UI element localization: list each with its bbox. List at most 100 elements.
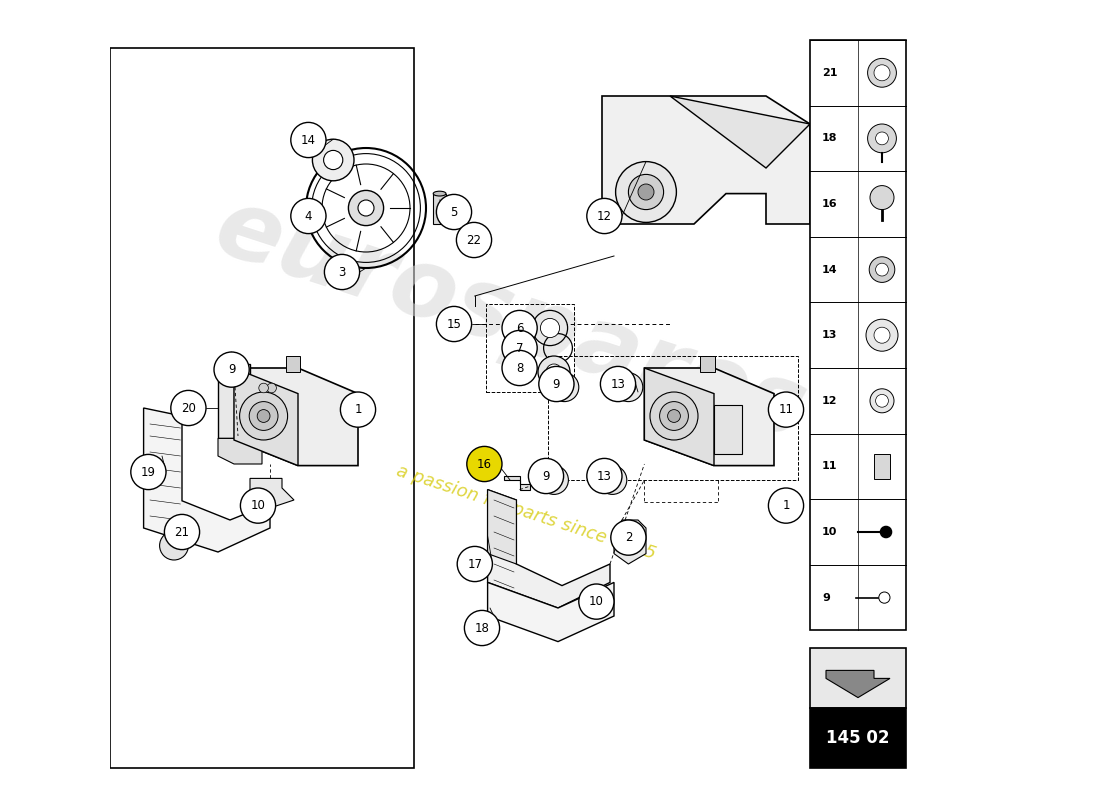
Text: 18: 18	[822, 134, 837, 143]
Circle shape	[458, 228, 474, 244]
Polygon shape	[234, 368, 358, 466]
Text: 20: 20	[182, 402, 196, 414]
Circle shape	[868, 124, 896, 153]
Circle shape	[437, 306, 472, 342]
Text: 9: 9	[552, 378, 560, 390]
Circle shape	[241, 488, 276, 523]
Circle shape	[874, 65, 890, 81]
Circle shape	[547, 473, 561, 487]
Circle shape	[464, 610, 499, 646]
Circle shape	[257, 410, 270, 422]
Circle shape	[290, 198, 326, 234]
Polygon shape	[614, 520, 646, 564]
Circle shape	[502, 350, 537, 386]
Circle shape	[540, 466, 569, 494]
Circle shape	[598, 466, 627, 494]
Circle shape	[290, 122, 326, 158]
Text: 145 02: 145 02	[826, 729, 890, 747]
Circle shape	[874, 327, 890, 343]
Text: 14: 14	[822, 265, 837, 274]
Polygon shape	[645, 368, 714, 466]
Circle shape	[579, 584, 614, 619]
Polygon shape	[810, 176, 834, 196]
Circle shape	[876, 132, 889, 145]
Circle shape	[456, 222, 492, 258]
Text: a passion for parts since 1985: a passion for parts since 1985	[394, 462, 658, 562]
Text: 9: 9	[822, 593, 829, 602]
Text: 11: 11	[779, 403, 793, 416]
Circle shape	[880, 526, 892, 538]
Polygon shape	[504, 476, 530, 490]
Text: 14: 14	[301, 134, 316, 146]
Circle shape	[660, 402, 689, 430]
Circle shape	[769, 488, 804, 523]
Polygon shape	[602, 96, 810, 224]
Circle shape	[546, 364, 562, 380]
Circle shape	[250, 402, 278, 430]
Ellipse shape	[433, 191, 446, 196]
Circle shape	[170, 390, 206, 426]
Text: 8: 8	[516, 362, 524, 374]
Text: 13: 13	[597, 470, 612, 482]
Text: 22: 22	[466, 234, 482, 246]
Circle shape	[312, 139, 354, 181]
Text: 19: 19	[141, 466, 156, 478]
Text: 12: 12	[597, 210, 612, 222]
Circle shape	[558, 380, 572, 394]
Text: 12: 12	[822, 396, 837, 406]
Circle shape	[502, 310, 537, 346]
Circle shape	[131, 454, 166, 490]
Text: 21: 21	[175, 526, 189, 538]
Text: 1: 1	[782, 499, 790, 512]
Circle shape	[324, 254, 360, 290]
Circle shape	[621, 380, 636, 394]
Circle shape	[502, 330, 537, 366]
Circle shape	[616, 162, 676, 222]
Text: 10: 10	[251, 499, 265, 512]
Bar	[810, 708, 906, 768]
Polygon shape	[487, 490, 516, 564]
Circle shape	[610, 520, 646, 555]
Circle shape	[876, 263, 889, 276]
Circle shape	[550, 373, 579, 402]
Circle shape	[876, 394, 889, 407]
Circle shape	[601, 366, 636, 402]
Circle shape	[538, 356, 570, 388]
Circle shape	[638, 184, 654, 200]
Circle shape	[240, 392, 287, 440]
Circle shape	[540, 318, 560, 338]
Text: 1: 1	[354, 403, 362, 416]
Circle shape	[614, 373, 642, 402]
Circle shape	[349, 190, 384, 226]
Circle shape	[532, 310, 568, 346]
Circle shape	[866, 319, 898, 351]
Text: 9: 9	[228, 363, 235, 376]
Circle shape	[769, 392, 804, 427]
Circle shape	[462, 232, 470, 240]
Text: 16: 16	[477, 458, 492, 470]
Bar	[810, 648, 906, 708]
Circle shape	[870, 389, 894, 413]
Circle shape	[668, 410, 681, 422]
Circle shape	[164, 514, 199, 550]
Polygon shape	[433, 194, 446, 224]
Circle shape	[160, 531, 188, 560]
Circle shape	[358, 200, 374, 216]
Circle shape	[605, 473, 619, 487]
Circle shape	[528, 458, 563, 494]
Bar	[874, 454, 890, 479]
Polygon shape	[414, 48, 810, 768]
Text: 4: 4	[305, 210, 312, 222]
Circle shape	[258, 383, 268, 393]
Text: 3: 3	[339, 266, 345, 278]
Text: 7: 7	[516, 342, 524, 354]
Text: 17: 17	[468, 558, 482, 570]
Text: 16: 16	[822, 199, 837, 209]
Polygon shape	[670, 96, 810, 168]
Circle shape	[868, 58, 896, 87]
Circle shape	[628, 174, 663, 210]
Text: 9: 9	[542, 470, 550, 482]
Bar	[701, 356, 715, 372]
Bar	[286, 356, 300, 372]
Bar	[110, 48, 414, 768]
